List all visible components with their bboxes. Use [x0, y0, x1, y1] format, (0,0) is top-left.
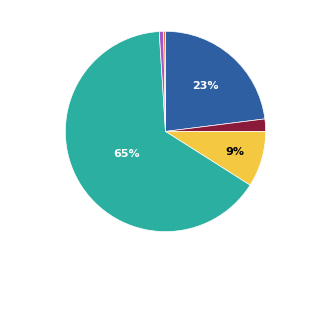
Wedge shape: [65, 32, 250, 232]
Wedge shape: [164, 31, 166, 131]
Wedge shape: [166, 31, 265, 131]
Wedge shape: [166, 119, 266, 131]
Legend: AstraZeneca, Sinopharm (BBIBP-CorV), Moderna, Pfizer/BioNTech, Sputnik V, Неизве: AstraZeneca, Sinopharm (BBIBP-CorV), Mod…: [49, 312, 282, 313]
Text: 23%: 23%: [192, 81, 218, 91]
Wedge shape: [166, 131, 266, 185]
Text: 9%: 9%: [225, 146, 244, 156]
Wedge shape: [159, 31, 166, 131]
Text: 65%: 65%: [114, 149, 140, 159]
